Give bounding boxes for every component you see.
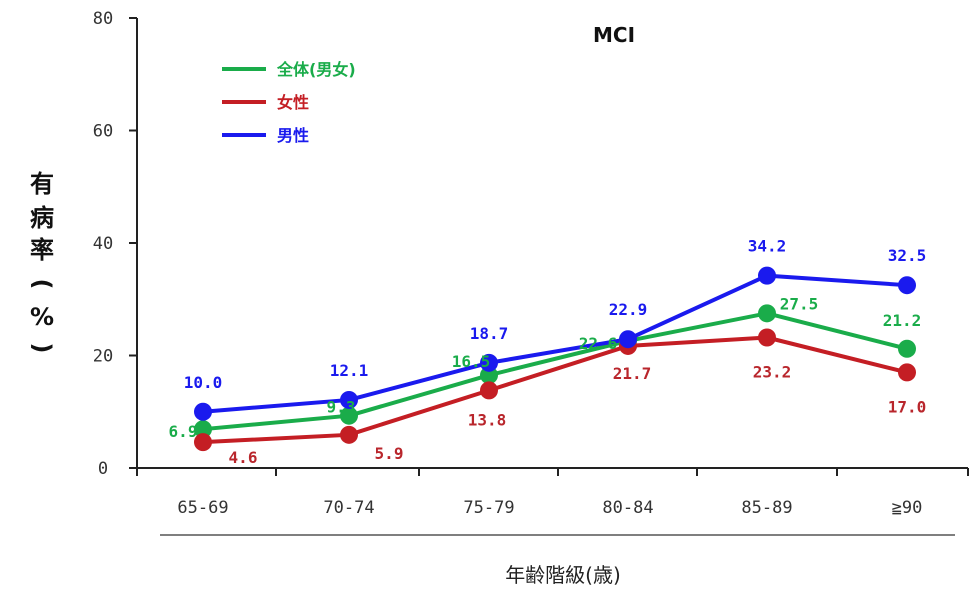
- y-tick-label: 80: [93, 9, 113, 29]
- data-label: 34.2: [748, 237, 787, 256]
- series-point-0-2: [480, 366, 498, 385]
- data-label: 16.5: [452, 352, 491, 371]
- y-label-char: 有: [30, 170, 54, 198]
- data-label: 6.9: [169, 422, 198, 441]
- data-label: 18.7: [470, 324, 509, 343]
- y-ticks: 0 20 40 60 80: [93, 9, 137, 479]
- data-label: 22.9: [609, 300, 648, 319]
- series-point-1-4: [758, 328, 776, 347]
- series-point-1-1: [340, 425, 358, 444]
- y-tick-label: 0: [98, 459, 108, 479]
- series-point-0-4: [758, 304, 776, 323]
- data-label: 17.0: [888, 397, 927, 416]
- data-label: 32.5: [888, 246, 927, 265]
- data-labels: 6.9 9.3 16.5 22.6 27.5 21.2 4.6 5.9 13.8 21.7 23.2…: [169, 237, 927, 468]
- data-label: 4.6: [229, 448, 258, 467]
- series-point-0-0: [194, 420, 212, 439]
- y-tick-label: 40: [93, 234, 113, 254]
- series-point-2-3: [619, 330, 637, 349]
- y-label-char: (: [28, 279, 56, 290]
- series-lines: [202, 273, 908, 445]
- legend-label: 男性: [277, 126, 309, 145]
- data-label: 10.0: [184, 373, 223, 392]
- series-point-1-5: [898, 363, 916, 382]
- data-label: 13.8: [468, 410, 507, 429]
- y-label-char: 率: [30, 236, 54, 264]
- series-point-2-5: [898, 276, 916, 295]
- data-label: 21.2: [883, 311, 922, 330]
- y-label-char: %: [30, 303, 54, 331]
- data-label: 12.1: [330, 361, 369, 380]
- x-tick-label: 80-84: [602, 498, 653, 518]
- x-ticks: 65-69 70-74 75-79 80-84 85-89 ≧90: [136, 468, 969, 518]
- data-label: 9.3: [327, 398, 356, 417]
- series-points: [194, 266, 916, 452]
- x-tick-label: 85-89: [741, 498, 792, 518]
- series-line-0: [202, 311, 908, 432]
- y-axis-label: 有病率 (%): [28, 170, 56, 353]
- data-label: 27.5: [780, 294, 819, 313]
- series-line-2: [202, 273, 908, 414]
- data-label: 23.2: [753, 363, 792, 382]
- x-tick-label: 75-79: [463, 498, 514, 518]
- series-point-1-2: [480, 381, 498, 400]
- y-label-char: 病: [30, 204, 54, 232]
- legend-label: 全体(男女): [276, 60, 356, 79]
- x-tick-label: 65-69: [177, 498, 228, 518]
- series-point-2-0: [194, 402, 212, 421]
- series-point-2-2: [480, 353, 498, 372]
- series-point-2-1: [340, 390, 358, 409]
- series-point-0-5: [898, 339, 916, 358]
- x-tick-label: ≧90: [892, 498, 923, 518]
- series-line-1: [202, 335, 908, 445]
- x-tick-label: 70-74: [323, 498, 374, 518]
- y-tick-label: 20: [93, 347, 113, 367]
- x-axis-label: 年齢階級(歳): [505, 563, 621, 587]
- legend-label: 女性: [277, 93, 309, 112]
- data-label: 22.6: [579, 334, 618, 353]
- data-label: 5.9: [375, 444, 404, 463]
- chart-title: MCI: [593, 23, 635, 47]
- y-label-char: ): [28, 343, 56, 354]
- y-tick-label: 60: [93, 122, 113, 142]
- series-point-1-0: [194, 433, 212, 452]
- series-point-2-4: [758, 266, 776, 285]
- series-point-0-1: [340, 406, 358, 425]
- data-label: 21.7: [613, 364, 652, 383]
